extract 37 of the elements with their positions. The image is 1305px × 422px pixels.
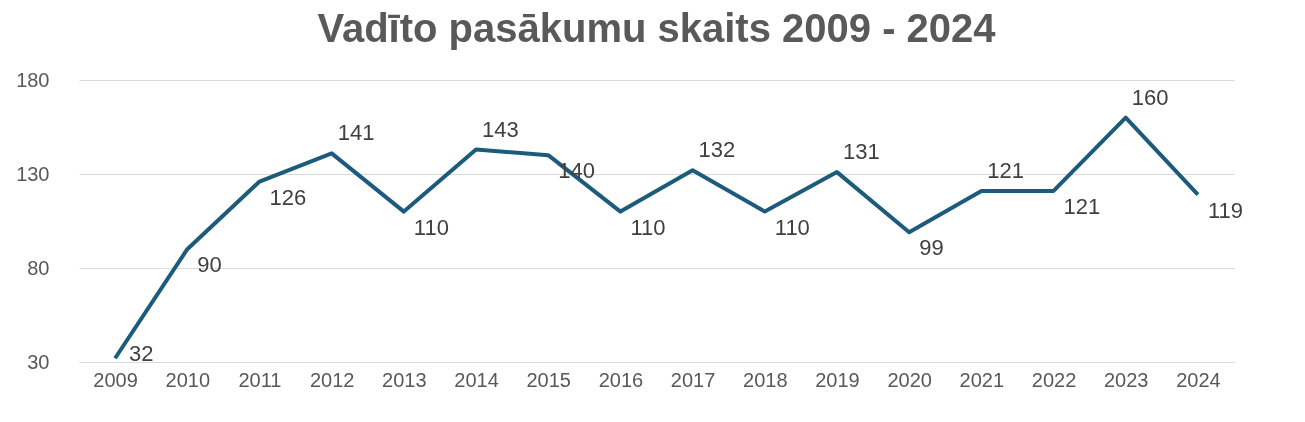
data-label: 143: [482, 116, 519, 142]
x-tick-label: 2011: [238, 368, 282, 391]
x-tick-label: 2012: [309, 368, 355, 391]
data-label: 141: [337, 120, 375, 146]
x-tick-label: 2022: [1031, 368, 1077, 391]
x-tick-label: 2015: [526, 368, 571, 391]
x-tick-label: 2019: [815, 368, 860, 391]
x-tick-label: 2020: [887, 368, 932, 391]
x-tick-label: 2017: [670, 368, 716, 391]
x-tick-label: 2016: [598, 368, 644, 391]
data-label: 121: [987, 157, 1025, 183]
x-tick-label: 2024: [1176, 368, 1221, 391]
data-label: 90: [197, 252, 222, 278]
data-label: 110: [630, 214, 666, 240]
data-label: 131: [842, 139, 880, 165]
data-label: 110: [413, 214, 449, 240]
line-series: [113, 115, 1200, 361]
x-tick-label: 2018: [743, 368, 788, 391]
data-label: 126: [269, 184, 307, 210]
data-label: 110: [774, 214, 810, 240]
x-tick-label: 2009: [93, 368, 138, 391]
data-label: 119: [1207, 197, 1243, 223]
x-tick-label: 2021: [959, 368, 1005, 391]
x-tick-label: 2014: [454, 368, 499, 391]
data-label: 160: [1131, 84, 1169, 110]
data-label: 32: [129, 341, 154, 367]
y-tick-label: 30: [27, 350, 50, 373]
x-tick-label: 2010: [165, 368, 211, 391]
data-label: 121: [1063, 193, 1101, 219]
x-tick-label: 2013: [382, 368, 427, 391]
y-tick-label: 130: [16, 162, 50, 185]
chart-title: Vadīto pasākumu skaits 2009 - 2024: [317, 6, 997, 50]
data-label: 132: [698, 137, 736, 163]
y-tick-label: 180: [16, 68, 50, 91]
y-tick-label: 80: [27, 256, 50, 279]
x-tick-label: 2023: [1103, 368, 1149, 391]
data-label: 99: [919, 235, 944, 261]
